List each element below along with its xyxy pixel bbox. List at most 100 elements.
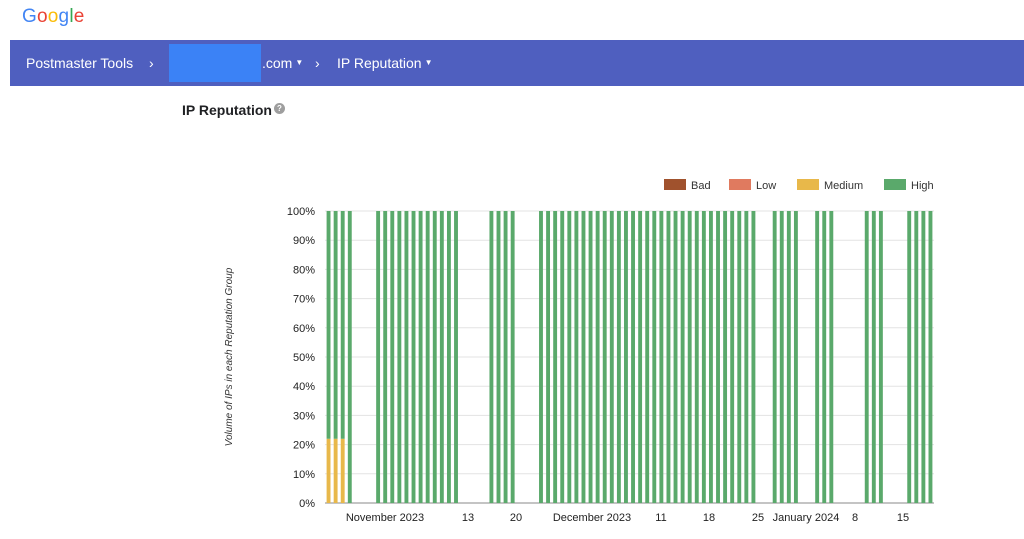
bar-high [793, 211, 798, 503]
logo-letter: l [69, 6, 74, 27]
legend-label: Bad [691, 180, 711, 192]
bar-high [701, 211, 706, 503]
domain-dropdown[interactable]: .com ▼ [262, 40, 303, 86]
logo-letter: G [22, 6, 37, 27]
bar-high [588, 211, 593, 503]
x-tick-label: November 2023 [346, 512, 424, 524]
y-tick-label: 80% [293, 264, 315, 276]
bar-high [914, 211, 919, 503]
top-nav-bar: Postmaster Tools › .com ▼ › IP Reputation… [10, 40, 1024, 86]
x-tick-label: 11 [655, 512, 666, 524]
bar-high [751, 211, 756, 503]
bar-high [772, 211, 777, 503]
bar-high [595, 211, 600, 503]
legend-label: Medium [824, 180, 863, 192]
bar-high [581, 211, 586, 503]
y-tick-label: 40% [293, 381, 315, 393]
bar-high [659, 211, 664, 503]
x-tick-label: 8 [852, 512, 858, 524]
bar-medium [333, 438, 338, 503]
bar-high [779, 211, 784, 503]
bar-high [383, 211, 388, 503]
bar-high [652, 211, 657, 503]
bar-high [864, 211, 869, 503]
y-tick-label: 60% [293, 323, 315, 335]
bar-high [616, 211, 621, 503]
bar-high [390, 211, 395, 503]
bar-high [560, 211, 565, 503]
legend-label: Low [756, 180, 776, 192]
bar-high [638, 211, 643, 503]
legend-swatch [797, 179, 819, 190]
bar-high [822, 211, 827, 503]
caret-down-icon: ▼ [295, 58, 304, 68]
bar-high [673, 211, 678, 503]
bar-high [921, 211, 926, 503]
domain-suffix: .com [262, 55, 293, 71]
bar-high [567, 211, 572, 503]
bar-high [340, 211, 345, 439]
x-tick-label: 18 [703, 512, 715, 524]
logo-letter: g [58, 6, 70, 27]
x-tick-label: 15 [897, 512, 909, 524]
x-tick-label: 13 [462, 512, 474, 524]
bar-high [708, 211, 713, 503]
redacted-domain [169, 44, 261, 82]
postmaster-tools-link[interactable]: Postmaster Tools [26, 55, 134, 71]
y-tick-label: 70% [293, 294, 315, 306]
bar-high [716, 211, 720, 503]
chevron-right-icon: › [315, 55, 320, 71]
x-tick-label: January 2024 [773, 512, 840, 524]
bar-high [878, 211, 883, 503]
x-tick-label: 25 [752, 512, 764, 524]
y-tick-label: 20% [293, 440, 315, 452]
bar-high [496, 211, 501, 503]
bar-high [539, 211, 543, 503]
bar-high [730, 211, 735, 503]
bar-high [609, 211, 614, 503]
help-icon[interactable]: ? [273, 103, 285, 114]
bar-high [510, 211, 515, 503]
bar-high [326, 211, 331, 439]
logo-letter: o [47, 6, 59, 27]
y-axis-label: Volume of IPs in each Reputation Group [224, 267, 235, 446]
bar-high [411, 211, 416, 503]
bar-medium [340, 438, 345, 503]
bar-high [829, 211, 834, 503]
bar-high [744, 211, 749, 503]
y-tick-label: 50% [293, 352, 315, 364]
bar-high [418, 211, 423, 503]
section-title-text: IP Reputation [182, 102, 272, 118]
bar-high [574, 211, 579, 503]
bar-high [687, 211, 692, 503]
caret-down-icon: ▼ [424, 58, 433, 68]
bar-high [425, 211, 430, 503]
bar-high [907, 211, 912, 503]
bar-high [680, 211, 685, 503]
legend-label: High [911, 180, 934, 192]
bar-high [376, 211, 381, 503]
bar-high [489, 211, 494, 503]
bar-high [815, 211, 820, 503]
logo-letter: o [36, 6, 48, 27]
bar-high [333, 211, 338, 439]
bar-high [737, 211, 742, 503]
bar-high [631, 211, 635, 503]
y-tick-label: 90% [293, 235, 315, 247]
bar-high [645, 211, 650, 503]
legend-swatch [664, 179, 686, 190]
x-tick-label: 20 [510, 512, 522, 524]
bar-high [928, 211, 933, 503]
bar-high [723, 211, 728, 503]
y-tick-label: 30% [293, 410, 315, 422]
bar-medium [326, 438, 331, 503]
x-tick-label: December 2023 [553, 512, 631, 524]
section-title: IP Reputation? [182, 102, 285, 118]
logo-letter: e [73, 6, 85, 27]
chevron-right-icon: › [149, 55, 154, 71]
bar-high [347, 211, 352, 503]
y-tick-label: 10% [293, 469, 315, 481]
page-dropdown[interactable]: IP Reputation ▼ [337, 40, 433, 86]
y-tick-label: 0% [299, 498, 315, 510]
bar-high [404, 211, 409, 503]
